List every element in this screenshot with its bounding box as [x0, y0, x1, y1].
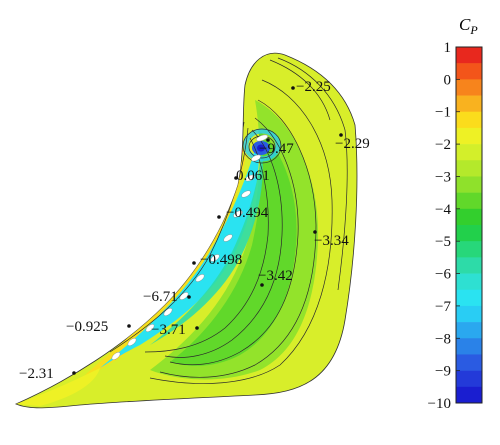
- cp-value-label: −3.71: [151, 322, 186, 338]
- colorbar-title: CP: [459, 15, 478, 37]
- colorbar-band: [456, 322, 482, 339]
- cooling-hole: [145, 324, 155, 332]
- cooling-hole: [256, 134, 268, 142]
- colorbar-tick-label: −9: [435, 364, 451, 380]
- cp-value-label: −3.34: [314, 233, 349, 249]
- colorbar-tick-label: −4: [435, 202, 451, 218]
- colorbar-band: [456, 95, 482, 113]
- probe-dot: [187, 295, 191, 299]
- cooling-hole: [241, 190, 251, 198]
- colorbar-band: [456, 79, 482, 96]
- colorbar-tick-label: 1: [444, 40, 452, 56]
- cp-value-label: −3.42: [258, 268, 293, 284]
- colorbar-band: [456, 289, 482, 307]
- trailing-edge-yellow: [16, 368, 100, 406]
- colorbar-band: [456, 160, 482, 177]
- colorbar-band: [456, 338, 482, 355]
- cp-value-label: −2.29: [335, 136, 370, 152]
- colorbar-title-main: C: [459, 15, 471, 34]
- probe-dot: [217, 215, 221, 219]
- colorbar-tick-label: 0: [444, 72, 452, 88]
- colorbar-band: [456, 176, 482, 193]
- cyan-band: [100, 140, 259, 368]
- probe-dot: [234, 176, 238, 180]
- cp-value-label: −0.494: [226, 205, 269, 221]
- colorbar-ticks: 1 0 −1 −2 −3 −4 −5 −6 −7 −8 −9 −10: [428, 40, 460, 412]
- colorbar-title-sub: P: [469, 23, 478, 37]
- colorbar-band: [456, 144, 482, 161]
- cooling-hole: [163, 308, 173, 316]
- probe-dot: [127, 324, 131, 328]
- cooling-hole: [179, 292, 189, 300]
- teal-band: [150, 150, 263, 345]
- cooling-hole: [245, 174, 255, 182]
- colorbar-band: [456, 273, 482, 291]
- colorbar-band: [456, 354, 482, 371]
- colorbar-band: [456, 192, 482, 210]
- cp-annotations: −2.25 −2.29 −9.47 0.061 −0.494 −3.34 −0.…: [19, 79, 370, 382]
- probe-dot: [266, 138, 270, 142]
- cooling-hole: [195, 274, 205, 282]
- cooling-hole: [210, 254, 220, 262]
- cooling-hole: [251, 154, 261, 162]
- colorbar-band: [456, 47, 482, 64]
- blue-minimum-core: [257, 144, 265, 152]
- colorbar-band: [456, 63, 482, 80]
- probe-dot: [195, 326, 199, 330]
- cooling-hole: [127, 338, 137, 346]
- probe-dot: [72, 371, 76, 375]
- cooling-holes: [111, 134, 268, 360]
- colorbar-band: [456, 111, 482, 129]
- cp-value-label: −0.925: [66, 319, 108, 335]
- cp-value-label: −2.31: [19, 366, 54, 382]
- probe-dot: [260, 283, 264, 287]
- cp-value-label: −9.47: [259, 141, 294, 157]
- cp-colorbar: CP 1 0 −1 −2 −3 −4 −5 −6 −7 −8 −9 −10: [428, 15, 483, 412]
- cooling-hole: [233, 210, 243, 218]
- colorbar-band: [456, 370, 482, 388]
- colorbar-tick-label: −10: [428, 396, 451, 412]
- probe-dot: [192, 261, 196, 265]
- colorbar-band: [456, 257, 482, 274]
- probe-dot: [313, 230, 317, 234]
- cooling-hole: [223, 234, 233, 242]
- cp-value-label: −0.498: [200, 252, 242, 268]
- green-region-inner: [170, 130, 297, 366]
- colorbar-tick-label: −3: [435, 169, 451, 185]
- probe-dot: [339, 133, 343, 137]
- colorbar-band: [456, 208, 482, 226]
- cp-value-label: −6.71: [143, 289, 178, 305]
- colorbar-bands: [456, 47, 482, 404]
- colorbar-band: [456, 225, 482, 242]
- colorbar-frame: [455, 46, 483, 404]
- colorbar-tick-label: −2: [435, 137, 451, 153]
- colorbar-tick-label: −7: [435, 299, 451, 315]
- cp-value-label: 0.061: [236, 168, 270, 184]
- colorbar-band: [456, 386, 482, 404]
- probe-dot: [291, 86, 295, 90]
- colorbar-band: [456, 241, 482, 258]
- colorbar-tick-label: −8: [435, 331, 451, 347]
- colorbar-band: [456, 127, 482, 145]
- colorbar-tick-label: −5: [435, 234, 451, 250]
- blade-surface: [14, 52, 358, 409]
- cp-value-label: −2.25: [296, 79, 331, 95]
- colorbar-tick-label: −6: [435, 267, 451, 283]
- cooling-hole: [111, 352, 121, 360]
- colorbar-tick-label: −1: [435, 105, 451, 121]
- colorbar-band: [456, 305, 482, 323]
